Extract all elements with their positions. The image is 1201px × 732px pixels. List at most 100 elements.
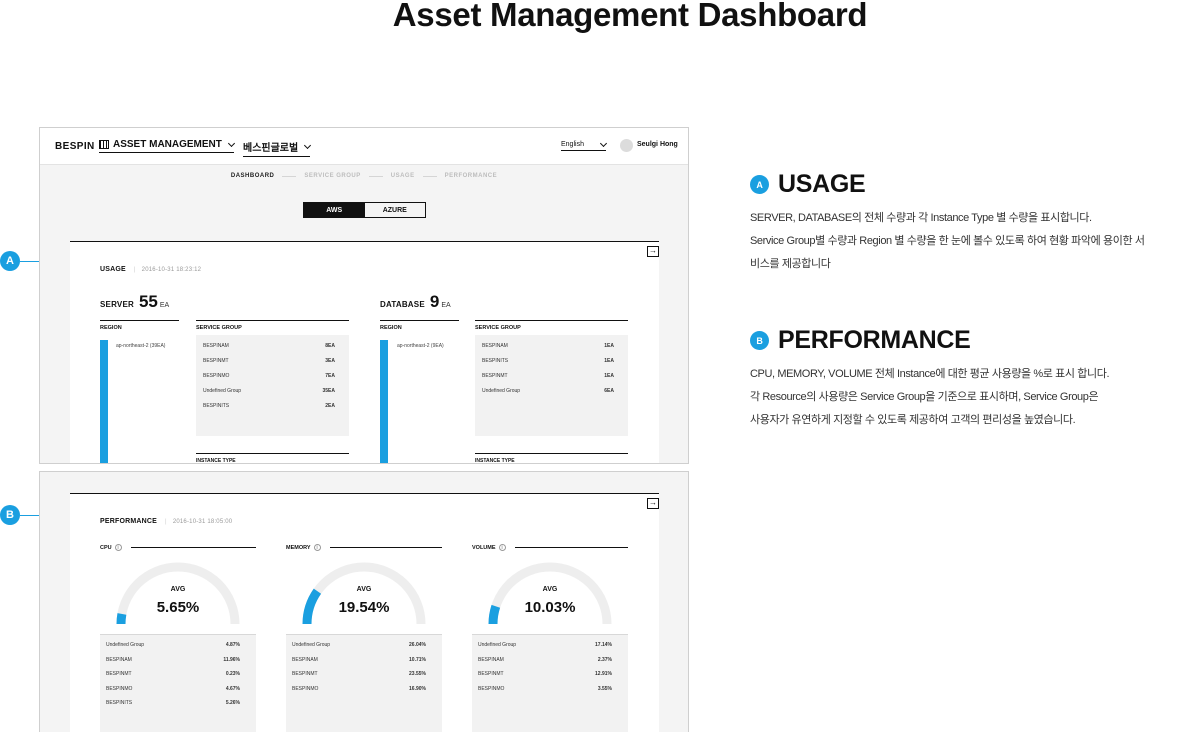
group-value: 4.87% (225, 642, 240, 648)
info-icon[interactable]: i (498, 544, 506, 551)
group-name: Undefined Group (478, 642, 517, 648)
chevron-down-icon (227, 139, 235, 147)
cloud-toggle: AWS AZURE (303, 202, 426, 218)
group-name: BESPINMO (478, 685, 505, 692)
group-value: 16.90% (409, 685, 426, 692)
brand-logo[interactable]: BESPIN (55, 141, 95, 152)
group-value: 2.37% (597, 656, 612, 663)
cpu-group-list: Undefined Group 4.87% BESPINAM 11.96% BESP… (100, 634, 256, 732)
group-value: 1EA (604, 358, 614, 364)
group-value: 26.04% (409, 642, 426, 648)
database-region-bar (380, 340, 388, 463)
list-item: BESPINAM 10.71% (292, 657, 436, 672)
nav-performance[interactable]: PERFORMANCE (444, 173, 498, 179)
performance-description-text: CPU, MEMORY, VOLUME 전체 Instance에 대한 평균 사… (750, 363, 1201, 432)
info-icon[interactable]: i (114, 544, 122, 551)
nav-usage[interactable]: USAGE (390, 173, 415, 179)
group-value: 0.23% (225, 671, 240, 678)
volume-header: VOLUME i (472, 544, 628, 551)
cpu-metric: CPU i AVG 5.65% Undefined Group 4.87% BESP… (100, 544, 256, 732)
database-counter: DATABASE 9 EA (380, 292, 451, 312)
group-name: Undefined Group (106, 642, 145, 648)
group-name: Undefined Group (292, 642, 331, 648)
cpu-gauge (116, 562, 240, 624)
info-icon[interactable]: i (313, 544, 321, 551)
list-item: BESPINAM 2.37% (478, 657, 622, 672)
server-sg-header: SERVICE GROUP (196, 320, 349, 331)
expand-arrow-icon[interactable]: → (647, 246, 659, 257)
list-item: BESPINAM 11.96% (106, 657, 250, 672)
group-name: BESPINMT (292, 671, 318, 678)
group-name: BESPINMT (482, 373, 508, 379)
callout-a-badge: A (0, 251, 20, 271)
nav-service-group[interactable]: SERVICE GROUP (304, 173, 361, 179)
chevron-down-icon (599, 139, 608, 147)
group-value: 11.96% (223, 656, 240, 663)
group-value: 8EA (325, 343, 335, 349)
server-counter: SERVER 55 EA (100, 292, 169, 312)
group-value: 23.55% (409, 671, 426, 678)
metric-name: VOLUME (472, 544, 496, 551)
list-item: Undefined Group 6EA (482, 388, 621, 403)
description-line: CPU, MEMORY, VOLUME 전체 Instance에 대한 평균 사… (750, 368, 1110, 380)
org-dropdown[interactable]: 베스핀글로벌 (243, 139, 312, 157)
usage-title: USAGE (100, 266, 126, 273)
expand-arrow-icon[interactable]: → (647, 498, 659, 509)
top-bar: BESPIN ASSET MANAGEMENT 베스핀글로벌 English S… (40, 128, 688, 165)
database-count: 9 (429, 292, 440, 311)
usage-panel: → USAGE2016-10-31 18:23:12 SERVER 55 EA … (70, 241, 659, 463)
list-item: BESPINMO 16.90% (292, 686, 436, 701)
group-name: BESPINAM (292, 656, 318, 663)
description-line: SERVER, DATABASE의 전체 수량과 각 Instance Type… (750, 212, 1092, 224)
group-name: BESPINAM (106, 656, 132, 663)
server-region-header: REGION (100, 320, 179, 331)
list-item: BESPINMT 3EA (203, 358, 342, 373)
server-unit: EA (159, 302, 170, 309)
badge-b: B (750, 331, 769, 350)
badge-a: A (750, 175, 769, 194)
group-name: BESPINAM (478, 656, 504, 663)
user-name[interactable]: Seulgi Hong (637, 141, 678, 148)
header-rule (514, 547, 628, 548)
group-value: 2EA (325, 403, 335, 409)
description-heading: USAGE (778, 170, 866, 198)
usage-screenshot-frame: BESPIN ASSET MANAGEMENT 베스핀글로벌 English S… (39, 127, 689, 464)
nav-separator (282, 175, 297, 177)
metric-name: CPU (100, 544, 112, 551)
performance-title: PERFORMANCE (100, 518, 158, 525)
usage-description-title: A USAGE (750, 170, 1201, 199)
description-line: Service Group별 수량과 Region 별 수량을 한 눈에 볼수 … (750, 235, 1145, 247)
gauge-fill (488, 604, 501, 624)
grid-icon (99, 140, 109, 149)
usage-description: A USAGE SERVER, DATABASE의 전체 수량과 각 Insta… (750, 170, 1201, 276)
avg-label: AVG (170, 586, 186, 593)
database-instance-type-header: INSTANCE TYPE (475, 453, 628, 463)
callout-b-badge: B (0, 505, 20, 525)
language-select[interactable]: English (561, 139, 608, 151)
org-label: 베스핀글로벌 (243, 143, 299, 154)
description-heading: PERFORMANCE (778, 326, 971, 354)
avatar[interactable] (620, 139, 633, 152)
nav-dashboard[interactable]: DASHBOARD (230, 173, 275, 179)
menu-label: ASSET MANAGEMENT (113, 139, 222, 150)
group-value: 5.26% (225, 700, 240, 707)
header-rule (329, 547, 442, 548)
list-item: BESPINMO 3.55% (478, 686, 622, 701)
aws-tab[interactable]: AWS (304, 203, 365, 217)
database-sg-list: BESPINAM 1EA BESPINITS 1EA BESPINMT 1EA Und… (475, 335, 628, 436)
volume-metric: VOLUME i AVG 10.03% Undefined Group 17.14%… (472, 544, 628, 732)
list-item: BESPINITS 5.26% (106, 700, 250, 715)
azure-tab[interactable]: AZURE (382, 206, 407, 214)
memory-avg-value: 19.54% (338, 599, 390, 616)
gauge-track (116, 562, 240, 624)
list-item: Undefined Group 26.04% (292, 642, 436, 657)
description-line: 사용자가 유연하게 지정할 수 있도록 제공하여 고객의 편리성을 높였습니다. (750, 414, 1076, 426)
metric-name: MEMORY (286, 544, 311, 551)
group-value: 1EA (604, 373, 614, 379)
volume-gauge (488, 562, 612, 624)
asset-management-menu[interactable]: ASSET MANAGEMENT (99, 139, 235, 153)
group-name: BESPINMO (292, 685, 319, 692)
server-region-text: ap-northeast-2 (39EA) (116, 343, 166, 349)
group-name: BESPINAM (203, 343, 229, 349)
